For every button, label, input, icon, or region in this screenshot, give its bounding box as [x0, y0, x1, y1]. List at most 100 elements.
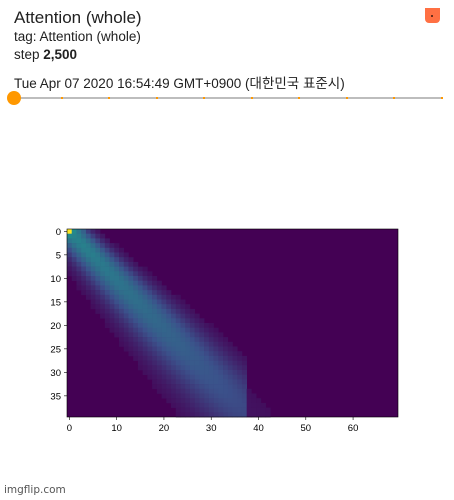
heatmap-cell	[218, 341, 224, 347]
heatmap-cell	[194, 407, 200, 413]
heatmap-cell	[104, 276, 110, 281]
heatmap-cell	[166, 365, 172, 371]
heatmap-cell	[90, 290, 96, 296]
heatmap-cell	[71, 252, 77, 258]
heatmap-cell	[204, 346, 210, 352]
heatmap-cell	[189, 355, 195, 361]
heatmap-cell	[204, 384, 210, 390]
heatmap-cell	[104, 313, 110, 319]
heatmap-cell	[119, 252, 125, 258]
heatmap-cell	[223, 412, 229, 418]
heatmap-cell	[76, 261, 82, 267]
heatmap-cell	[104, 261, 110, 267]
heatmap-cell	[166, 313, 172, 319]
heatmap-cell	[171, 337, 177, 343]
heatmap-cell	[123, 290, 129, 296]
heatmap-cell	[189, 370, 195, 375]
heatmap-cell	[142, 271, 148, 277]
y-tick-label: 25	[50, 344, 61, 355]
heatmap-cell	[171, 360, 177, 366]
heatmap-cell	[185, 332, 191, 338]
heatmap-cell	[246, 388, 252, 394]
heatmap-cell	[142, 294, 148, 300]
heatmap-cell	[213, 384, 219, 390]
heatmap-cell	[147, 351, 153, 357]
heatmap-cell	[171, 398, 177, 404]
heatmap-cell	[194, 337, 200, 343]
heatmap-cell	[133, 280, 139, 286]
heatmap-cell	[71, 271, 77, 277]
dots-vertical-icon[interactable]	[425, 8, 440, 23]
heatmap-cell	[199, 379, 205, 385]
heatmap-cell	[114, 308, 120, 314]
heatmap-cell	[152, 318, 158, 324]
heatmap-cell	[133, 327, 139, 333]
heatmap-cell	[213, 365, 219, 371]
heatmap-cell	[67, 257, 73, 263]
heatmap-cell	[67, 252, 73, 258]
heatmap-cell	[260, 407, 266, 413]
heatmap-cell	[123, 332, 129, 338]
heatmap-cell	[133, 290, 139, 296]
heatmap-cell	[71, 229, 77, 234]
heatmap-cell	[119, 290, 125, 296]
heatmap-cell	[128, 332, 134, 338]
heatmap-cell	[109, 304, 115, 310]
heatmap-cell	[147, 285, 153, 291]
heatmap-cell	[133, 266, 139, 272]
heatmap-cell	[194, 318, 200, 324]
heatmap-cell	[218, 346, 224, 352]
heatmap-cell	[194, 393, 200, 399]
heatmap-cell	[114, 285, 120, 291]
heatmap-cell	[175, 308, 181, 314]
heatmap-cell	[199, 332, 205, 338]
heatmap-cell	[161, 337, 167, 343]
step-value: 2,500	[43, 47, 78, 62]
heatmap-cell	[114, 299, 120, 305]
heatmap-cell	[119, 323, 125, 328]
heatmap-cell	[147, 374, 153, 380]
heatmap-cell	[185, 412, 191, 418]
heatmap-cell	[123, 323, 129, 328]
heatmap-cell	[147, 304, 153, 310]
heatmap-cell	[161, 393, 167, 399]
heatmap-cell	[227, 398, 233, 404]
heatmap-cell	[147, 318, 153, 324]
heatmap-cell	[199, 341, 205, 347]
heatmap-cell	[156, 360, 162, 366]
heatmap-cell	[213, 360, 219, 366]
heatmap-cell	[104, 308, 110, 314]
heatmap-cell	[104, 299, 110, 305]
heatmap-cell	[175, 370, 181, 375]
heatmap-cell	[208, 327, 214, 333]
heatmap-cell	[213, 351, 219, 357]
slider-track[interactable]	[14, 97, 442, 99]
heatmap-cell	[142, 341, 148, 347]
heatmap-cell	[180, 323, 186, 328]
heatmap-cell	[180, 370, 186, 375]
slider-thumb[interactable]	[7, 91, 21, 105]
heatmap-cell	[85, 243, 91, 249]
heatmap-cell	[142, 276, 148, 281]
heatmap-cell	[189, 407, 195, 413]
heatmap-cell	[185, 327, 191, 333]
heatmap-cell	[85, 285, 91, 291]
heatmap-cell	[133, 355, 139, 361]
heatmap-cell	[142, 323, 148, 328]
heatmap-cell	[81, 285, 87, 291]
heatmap-cell	[156, 327, 162, 333]
heatmap-cell	[227, 379, 233, 385]
heatmap-cell	[218, 407, 224, 413]
heatmap-cell	[100, 238, 106, 244]
heatmap-cell	[175, 374, 181, 380]
step-slider[interactable]	[7, 90, 443, 106]
heatmap-cell	[142, 308, 148, 314]
heatmap-cell	[171, 323, 177, 328]
heatmap-cell	[100, 304, 106, 310]
heatmap-cell	[100, 243, 106, 249]
heatmap-cell	[81, 252, 87, 258]
heatmap-cell	[208, 323, 214, 328]
heatmap-cell	[265, 407, 271, 413]
heatmap-cell	[100, 313, 106, 319]
timestamp: Tue Apr 07 2020 16:54:49 GMT+0900 (대한민국 …	[14, 76, 345, 91]
